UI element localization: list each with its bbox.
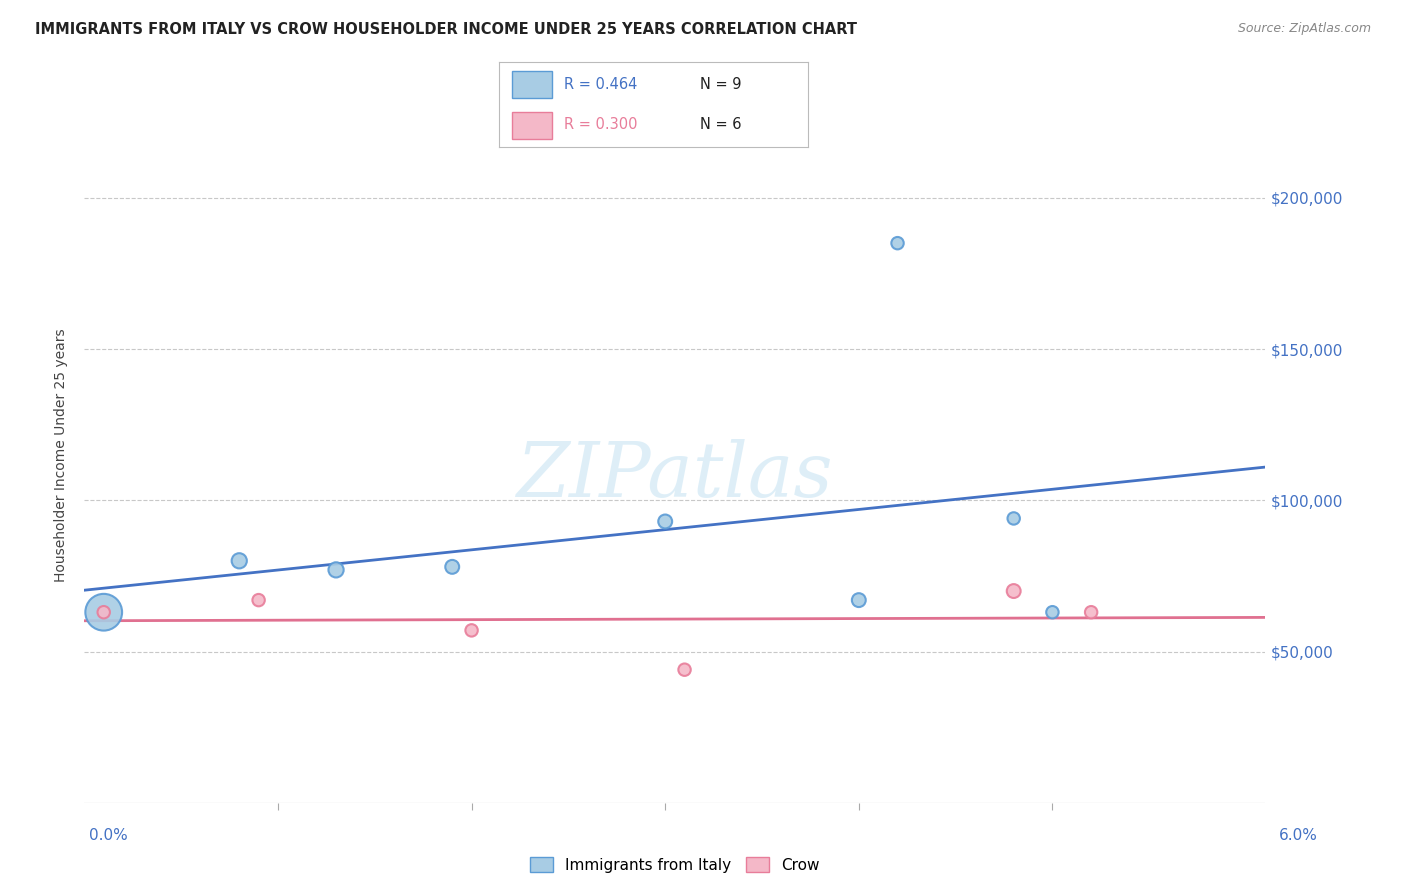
Point <box>441 559 464 574</box>
Point <box>325 563 347 577</box>
Point <box>228 554 250 568</box>
Point <box>654 515 676 529</box>
Y-axis label: Householder Income Under 25 years: Householder Income Under 25 years <box>55 328 69 582</box>
Point <box>247 593 270 607</box>
Point <box>93 605 115 619</box>
Text: 6.0%: 6.0% <box>1278 828 1317 843</box>
Text: IMMIGRANTS FROM ITALY VS CROW HOUSEHOLDER INCOME UNDER 25 YEARS CORRELATION CHAR: IMMIGRANTS FROM ITALY VS CROW HOUSEHOLDE… <box>35 22 858 37</box>
Legend: Immigrants from Italy, Crow: Immigrants from Italy, Crow <box>523 850 827 879</box>
Point <box>1002 511 1025 525</box>
Text: N = 9: N = 9 <box>700 77 742 92</box>
Text: R = 0.300: R = 0.300 <box>564 117 637 132</box>
Point <box>1080 605 1102 619</box>
FancyBboxPatch shape <box>512 112 551 139</box>
Point <box>673 663 696 677</box>
Text: ZIPatlas: ZIPatlas <box>516 439 834 513</box>
FancyBboxPatch shape <box>512 71 551 98</box>
Point <box>1002 584 1025 599</box>
Point <box>886 236 908 251</box>
Text: Source: ZipAtlas.com: Source: ZipAtlas.com <box>1237 22 1371 36</box>
Point <box>460 624 482 638</box>
Text: R = 0.464: R = 0.464 <box>564 77 637 92</box>
Point <box>1042 605 1064 619</box>
Point <box>848 593 870 607</box>
Text: N = 6: N = 6 <box>700 117 742 132</box>
Point <box>93 605 115 619</box>
Text: 0.0%: 0.0% <box>89 828 128 843</box>
